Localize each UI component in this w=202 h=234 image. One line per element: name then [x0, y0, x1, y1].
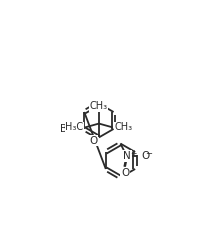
Text: H₃C: H₃C	[65, 122, 83, 132]
Text: O: O	[89, 135, 98, 146]
Text: N: N	[123, 151, 130, 161]
Text: CH₃: CH₃	[114, 122, 133, 132]
Text: Br: Br	[60, 124, 72, 134]
Text: O: O	[141, 151, 149, 161]
Text: O: O	[121, 168, 129, 178]
Text: CH₃: CH₃	[90, 101, 108, 111]
Text: −: −	[145, 149, 152, 158]
Text: +: +	[130, 149, 137, 158]
